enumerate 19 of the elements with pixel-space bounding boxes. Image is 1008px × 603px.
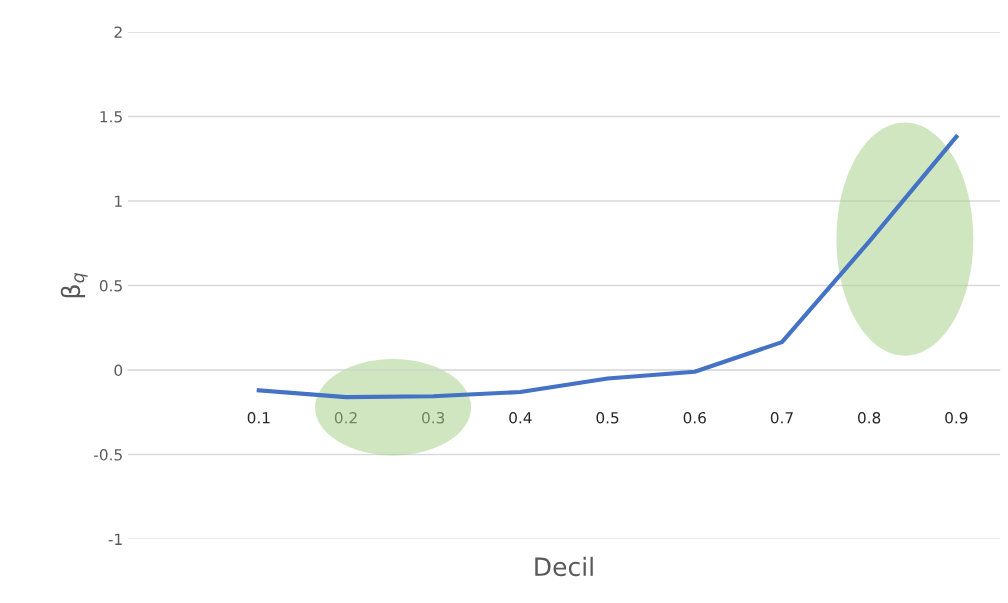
x-tick-label: 0.6	[683, 411, 706, 424]
y-tick-label: 0	[114, 364, 123, 377]
y-tick-label: -1	[108, 533, 122, 545]
x-tick-label: 0.7	[770, 411, 793, 424]
x-tick-label: 0.5	[596, 411, 619, 424]
x-tick-label: 0.9	[945, 411, 968, 424]
y-tick-label: -0.5	[94, 449, 122, 461]
y-tick-label: 2	[114, 26, 122, 38]
x-axis-title: Decil	[535, 556, 593, 577]
x-tick-label: 0.8	[858, 411, 881, 424]
x-tick-label: 0.4	[509, 411, 532, 424]
line-series	[256, 134, 959, 400]
x-tick-label: 0.2	[334, 411, 357, 424]
y-tick-label: 1.5	[100, 111, 122, 123]
y-tick-label: 1	[115, 195, 122, 207]
x-tick-label: 0.1	[247, 411, 270, 424]
x-tick-label: 0.3	[422, 411, 445, 424]
y-axis-title: β$_{q}$	[60, 272, 88, 298]
y-tick-label: 0.5	[99, 279, 122, 292]
